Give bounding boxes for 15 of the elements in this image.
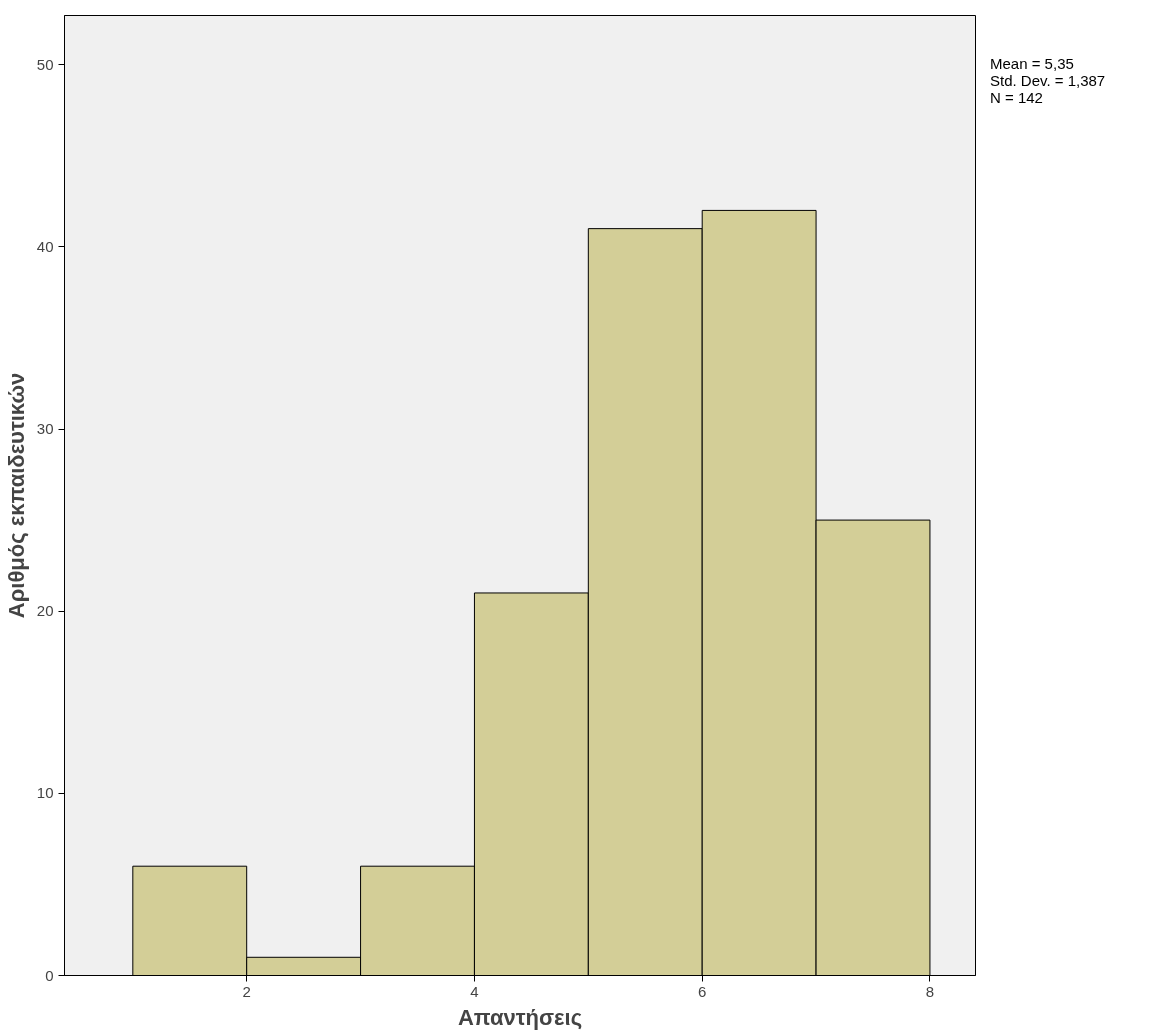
y-tick-label: 30 (36, 420, 54, 438)
x-tick-label: 4 (470, 982, 479, 1000)
y-axis-title: Αριθμός εκπαιδευτικών (3, 372, 29, 619)
text: Mean = 5,35 (990, 55, 1074, 72)
text: N = 142 (990, 89, 1043, 106)
x-tick-label: 8 (925, 982, 935, 1000)
text: Std. Dev. = 1,387 (990, 72, 1106, 89)
x-axis-title: Απαντήσεις (457, 1004, 583, 1030)
y-tick-label: 10 (36, 784, 54, 802)
y-tick-label: 20 (36, 602, 54, 620)
x-tick-label: 2 (242, 982, 251, 1000)
x-tick-label: 6 (698, 982, 707, 1000)
y-tick-label: 50 (36, 55, 54, 73)
y-tick-label: 0 (45, 966, 54, 984)
y-tick-label: 40 (36, 237, 54, 255)
